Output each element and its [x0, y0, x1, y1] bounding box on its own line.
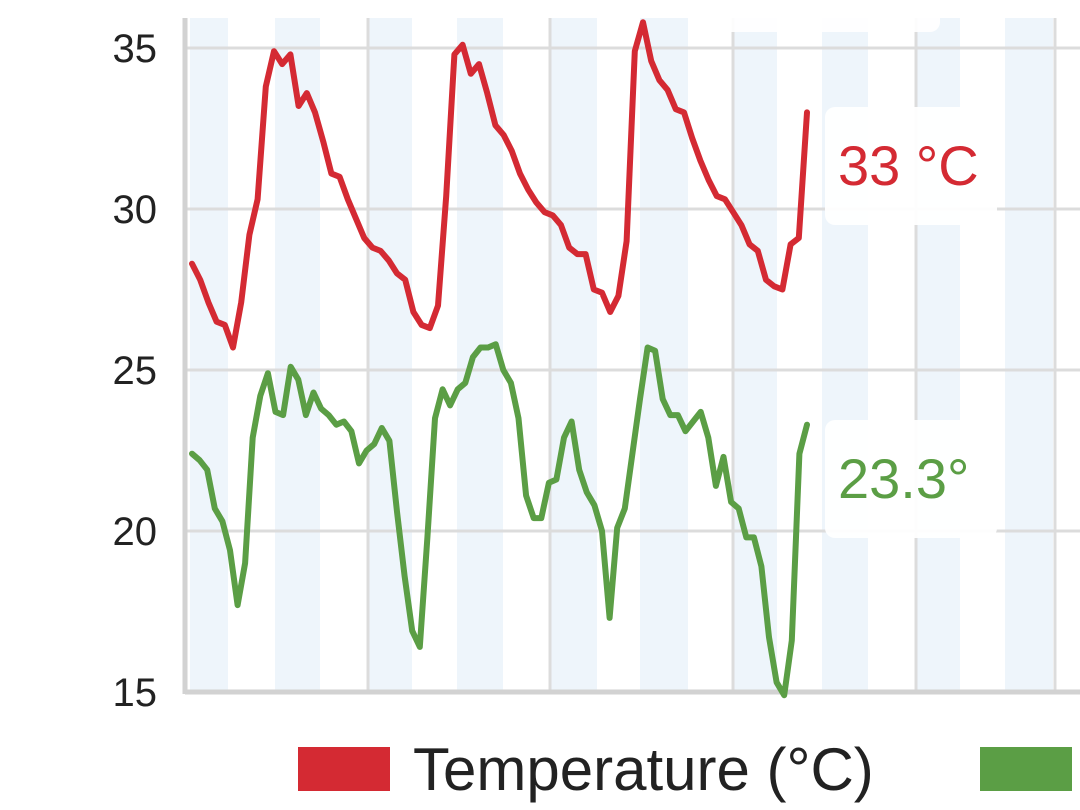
- end-label-1: 23.3°: [838, 447, 969, 510]
- background-band-4: [551, 18, 597, 692]
- series-lines: [189, 19, 810, 699]
- background-band-0: [190, 18, 228, 692]
- axes: [182, 18, 1080, 695]
- background-band-3: [457, 18, 503, 692]
- background-band-6: [733, 18, 777, 692]
- background-band-1: [275, 18, 320, 692]
- y-tick-label-30: 30: [113, 188, 158, 232]
- y-tick-label-20: 20: [113, 510, 158, 554]
- gridlines: [185, 18, 1080, 692]
- end-label-box-0: [825, 107, 997, 225]
- legend: Temperature (°C): [298, 736, 1072, 803]
- y-tick-label-15: 15: [113, 671, 158, 715]
- series-line-0: [189, 19, 810, 351]
- legend-label-0: Temperature (°C): [413, 736, 874, 803]
- background-band-9: [1005, 18, 1053, 692]
- end-label-box-1: [825, 420, 997, 538]
- background-bands: [190, 18, 1053, 692]
- end-label-0: 33 °C: [838, 134, 979, 197]
- legend-swatch-1: [980, 747, 1072, 791]
- y-tick-label-25: 25: [113, 349, 158, 393]
- y-tick-label-35: 35: [113, 27, 158, 71]
- series-line-1: [189, 341, 810, 699]
- legend-swatch-0: [298, 747, 390, 791]
- tooltip-box: [718, 2, 940, 32]
- y-tick-labels: 35 30 25 20 15: [113, 27, 158, 715]
- end-labels: 33 °C 23.3°: [718, 2, 997, 538]
